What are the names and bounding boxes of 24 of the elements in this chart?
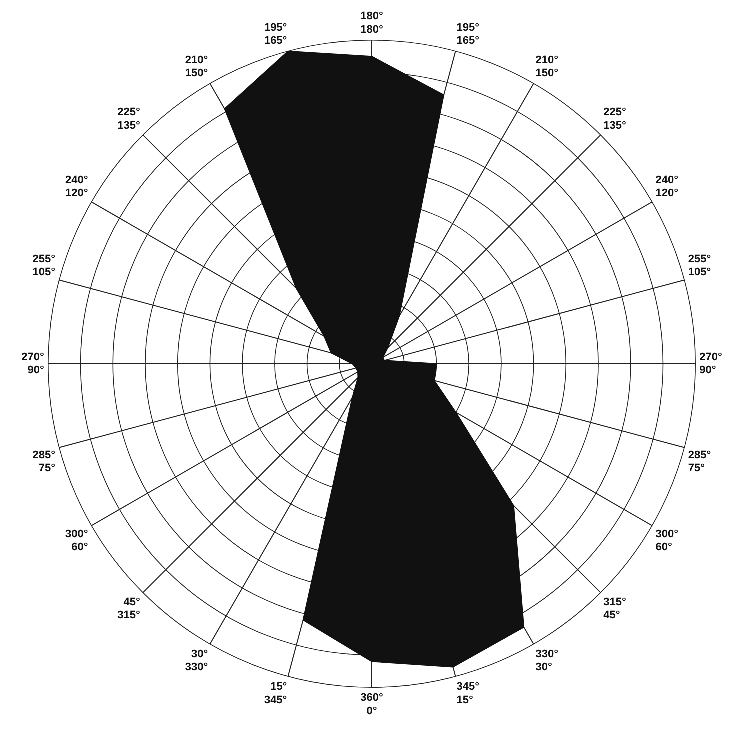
spoke-label: 225° 135°: [604, 106, 626, 132]
spoke-label: 300° 60°: [66, 528, 88, 554]
spoke-label: 15° 345°: [264, 681, 288, 706]
spoke-label: 285° 75°: [32, 449, 56, 475]
spoke-label: 345° 15°: [456, 681, 480, 706]
spoke-label: 270° 90°: [22, 351, 44, 377]
spoke-label: 300° 60°: [656, 528, 678, 554]
spoke-label: 240° 120°: [66, 174, 88, 200]
spoke-label: 240° 120°: [656, 174, 678, 200]
spoke-label: 255° 105°: [32, 253, 56, 279]
spoke-label: 255° 105°: [688, 253, 712, 279]
spoke-label: 330° 30°: [536, 648, 559, 674]
spoke-label: 270° 90°: [700, 351, 722, 377]
spoke-label: 315° 45°: [604, 596, 626, 622]
spoke-label: 45° 315°: [118, 596, 140, 622]
spoke-label: 30° 330°: [185, 648, 208, 674]
spoke-label: 180° 180°: [360, 10, 384, 36]
spoke-label: 210° 150°: [185, 54, 208, 80]
spoke-label: 225° 135°: [118, 106, 140, 132]
spoke-label: 195° 165°: [264, 22, 288, 47]
spoke-label: 210° 150°: [536, 54, 559, 80]
spoke-label: 195° 165°: [456, 22, 480, 47]
spoke-label: 360° 0°: [360, 692, 384, 718]
spoke-label: 285° 75°: [688, 449, 712, 475]
